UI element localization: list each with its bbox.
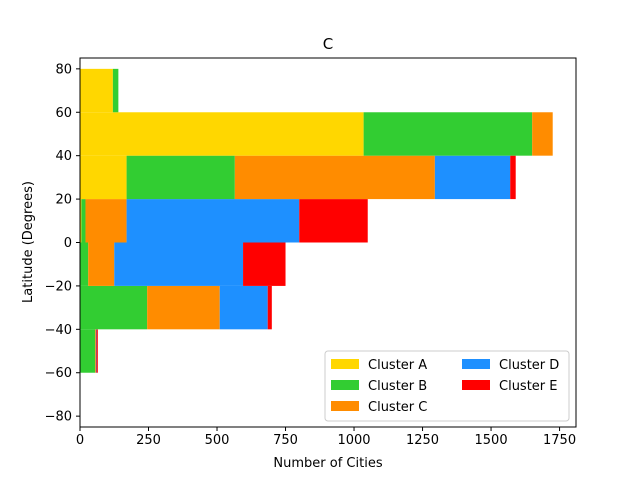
legend-box <box>324 350 570 422</box>
bar-cluster-e-bin-4 <box>510 155 516 200</box>
bar-cluster-b-bin-0 <box>80 329 96 373</box>
legend-label-cluster-b: Cluster B <box>368 379 427 394</box>
bar-cluster-b-bin-4 <box>126 155 235 200</box>
bar-cluster-d-bin-0 <box>95 329 97 373</box>
y-tick-label: −20 <box>45 279 72 294</box>
bar-cluster-b-bin-2 <box>80 242 89 286</box>
bars-group <box>80 68 553 373</box>
x-tick-label: 0 <box>76 433 84 448</box>
y-tick-label: 20 <box>55 193 72 208</box>
x-tick-label: 250 <box>136 433 161 448</box>
y-axis-label: Latitude (Degrees) <box>21 181 36 303</box>
bar-cluster-e-bin-3 <box>299 199 368 243</box>
legend-swatch-cluster-b <box>331 380 359 390</box>
legend: Cluster A Cluster B Cluster C Cluster D Clus… <box>324 350 570 422</box>
y-tick-label: −60 <box>45 366 72 381</box>
legend-label-cluster-a: Cluster A <box>368 358 427 373</box>
x-tick-label: 1250 <box>406 433 439 448</box>
y-axis: −80 −60 −40 −20 0 20 40 60 80 <box>45 62 80 425</box>
bar-cluster-e-bin-1 <box>267 285 272 330</box>
bar-cluster-a-bin-4 <box>80 155 127 200</box>
bar-cluster-b-bin-6 <box>112 68 119 113</box>
bar-cluster-d-bin-2 <box>114 242 244 286</box>
y-tick-label: 0 <box>64 236 72 251</box>
y-tick-label: 40 <box>55 149 72 164</box>
legend-swatch-cluster-e <box>462 380 490 390</box>
legend-swatch-cluster-d <box>462 359 490 369</box>
bar-cluster-d-bin-1 <box>219 285 268 330</box>
bar-cluster-c-bin-0 <box>95 329 96 373</box>
x-tick-label: 1000 <box>337 433 370 448</box>
bar-cluster-d-bin-3 <box>126 199 300 243</box>
x-axis: 0 250 500 750 1000 1250 1500 1750 <box>76 427 576 448</box>
bar-cluster-c-bin-2 <box>88 242 115 286</box>
legend-swatch-cluster-c <box>331 401 359 411</box>
bar-cluster-b-bin-1 <box>80 285 148 330</box>
x-tick-label: 1500 <box>475 433 508 448</box>
bar-cluster-c-bin-1 <box>147 285 220 330</box>
legend-label-cluster-c: Cluster C <box>368 400 427 415</box>
x-tick-label: 750 <box>273 433 298 448</box>
chart-title: C <box>323 35 333 53</box>
bar-cluster-a-bin-5 <box>80 112 364 156</box>
x-tick-label: 500 <box>205 433 230 448</box>
bar-cluster-c-bin-4 <box>234 155 435 200</box>
x-tick-label: 1750 <box>543 433 576 448</box>
y-tick-label: −80 <box>45 410 72 425</box>
bar-cluster-e-bin-0 <box>96 329 98 373</box>
y-tick-label: 60 <box>55 106 72 121</box>
bar-cluster-a-bin-3 <box>80 199 82 243</box>
bar-cluster-a-bin-6 <box>80 68 113 113</box>
y-tick-label: −40 <box>45 323 72 338</box>
bar-cluster-b-bin-3 <box>81 199 86 243</box>
legend-label-cluster-d: Cluster D <box>499 358 559 373</box>
bar-cluster-d-bin-4 <box>434 155 511 200</box>
bar-cluster-e-bin-2 <box>243 242 286 286</box>
bar-cluster-c-bin-5 <box>532 112 553 156</box>
x-axis-label: Number of Cities <box>273 456 382 471</box>
legend-label-cluster-e: Cluster E <box>499 379 558 394</box>
bar-cluster-b-bin-5 <box>363 112 533 156</box>
bar-cluster-c-bin-3 <box>85 199 127 243</box>
y-tick-label: 80 <box>55 62 72 77</box>
legend-swatch-cluster-a <box>331 359 359 369</box>
